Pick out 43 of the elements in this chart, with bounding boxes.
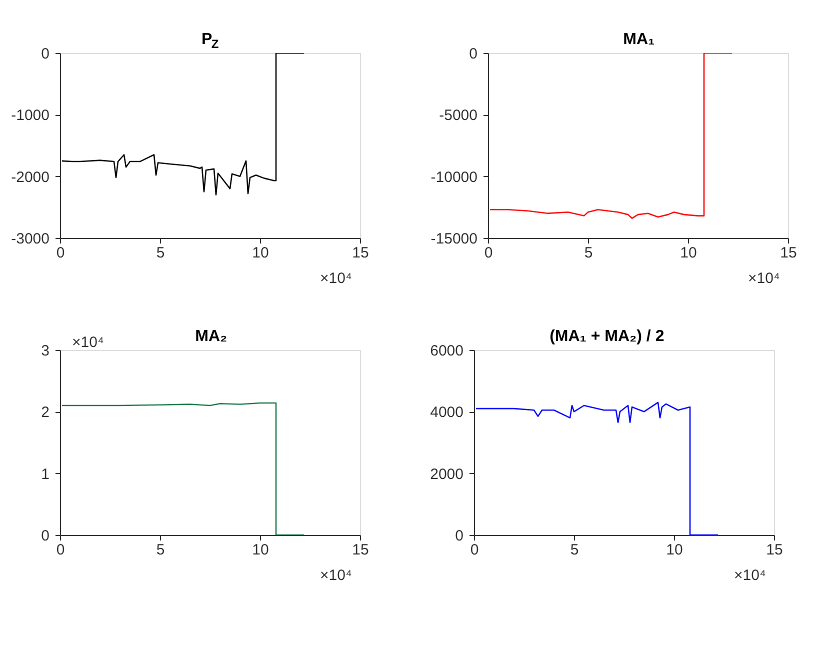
x-tick-label: 10 <box>252 542 269 558</box>
y-tick-label: -10000 <box>430 168 478 186</box>
line-series <box>475 402 719 535</box>
x-tick-label: 5 <box>570 542 579 558</box>
y-tick-label: 4000 <box>430 404 464 422</box>
text: ×10⁴ <box>320 270 352 287</box>
line-series <box>61 402 305 535</box>
y-tick-label: 3 <box>41 342 50 360</box>
y-tick-label: 0 <box>41 46 50 62</box>
x-tick-label: 15 <box>352 542 369 558</box>
y-tick-label: 1 <box>41 466 50 483</box>
y-tick-label: -2000 <box>11 168 50 186</box>
x-tick-label: 5 <box>156 542 165 558</box>
x-tick-label: 15 <box>780 244 797 262</box>
y-tick-label: 0 <box>455 528 464 544</box>
y-tick-label: 0 <box>469 46 478 62</box>
text: ×10⁴ <box>748 270 780 287</box>
x-tick-label: 15 <box>766 542 783 558</box>
x-tick-label: 0 <box>56 244 65 262</box>
annotation: ×10⁴ <box>72 334 104 351</box>
x-tick-label: 10 <box>252 244 269 262</box>
y-tick-label: 2000 <box>430 466 464 483</box>
chart-title: MA₂ <box>195 328 228 345</box>
chart-title: (MA₁ + MA₂) / 2 <box>550 328 664 345</box>
y-tick-label: 6000 <box>430 342 464 360</box>
text: ×10⁴ <box>320 567 352 584</box>
y-tick-label: -15000 <box>430 230 478 248</box>
line-series <box>489 53 733 219</box>
chart-title: MA₁ <box>623 31 656 48</box>
x-tick-label: 10 <box>666 542 683 558</box>
x-tick-label: 5 <box>156 244 165 262</box>
y-tick-label: -3000 <box>11 230 50 248</box>
y-tick-label: 0 <box>41 528 50 544</box>
x-tick-label: 0 <box>484 244 493 262</box>
x-tick-label: 10 <box>680 244 697 262</box>
x-tick-label: 0 <box>56 542 65 558</box>
y-tick-label: -1000 <box>11 107 50 124</box>
line-series <box>61 53 305 196</box>
x-tick-label: 5 <box>584 244 593 262</box>
y-tick-label: 2 <box>41 404 50 422</box>
y-tick-label: -5000 <box>439 107 478 124</box>
x-tick-label: 15 <box>352 244 369 262</box>
text: ×10⁴ <box>734 567 766 584</box>
